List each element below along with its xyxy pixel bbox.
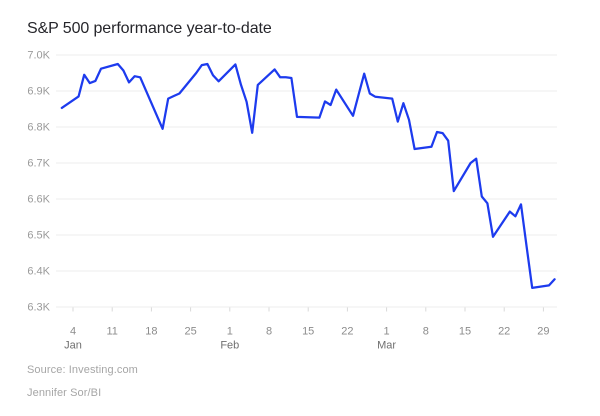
x-axis-tick-label: 8	[423, 326, 429, 338]
x-axis-tick-label: 29	[537, 326, 549, 338]
y-axis-tick-label: 6.7K	[27, 158, 50, 170]
chart-title: S&P 500 performance year-to-date	[27, 20, 272, 37]
x-axis-tick-label: 18	[145, 326, 157, 338]
y-axis-tick-label: 6.6K	[27, 194, 50, 206]
x-axis-tick-label: 22	[498, 326, 510, 338]
x-axis-tick-label: 15	[459, 326, 471, 338]
y-axis-tick-label: 7.0K	[27, 50, 50, 62]
x-axis-tick-label: 22	[341, 326, 353, 338]
sp500-line	[60, 62, 556, 290]
x-axis-tick-label: 15	[302, 326, 314, 338]
x-axis-tick-label: 4	[70, 326, 76, 338]
x-axis-month-label: Jan	[64, 340, 82, 352]
source-text: Source: Investing.com	[27, 364, 138, 376]
x-axis-tick-label: 1	[384, 326, 390, 338]
x-axis-tick-label: 1	[227, 326, 233, 338]
y-axis-tick-label: 6.4K	[27, 266, 50, 278]
y-axis-tick-label: 6.9K	[27, 86, 50, 98]
y-axis-tick-label: 6.3K	[27, 302, 50, 314]
credit-text: Jennifer Sor/BI	[27, 387, 102, 399]
x-axis-month-label: Feb	[220, 340, 239, 352]
x-axis-tick-label: 11	[106, 326, 117, 338]
x-axis-month-label: Mar	[377, 340, 396, 352]
x-axis-tick-label: 8	[266, 326, 272, 338]
x-axis-tick-label: 25	[184, 326, 196, 338]
y-axis-tick-label: 6.5K	[27, 230, 50, 242]
y-axis-tick-label: 6.8K	[27, 122, 50, 134]
